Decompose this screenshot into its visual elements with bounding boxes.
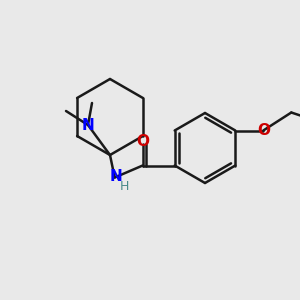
Text: O: O	[136, 134, 149, 149]
Text: H: H	[120, 180, 129, 193]
Text: N: N	[82, 118, 94, 133]
Text: O: O	[257, 123, 270, 138]
Text: N: N	[109, 169, 122, 184]
